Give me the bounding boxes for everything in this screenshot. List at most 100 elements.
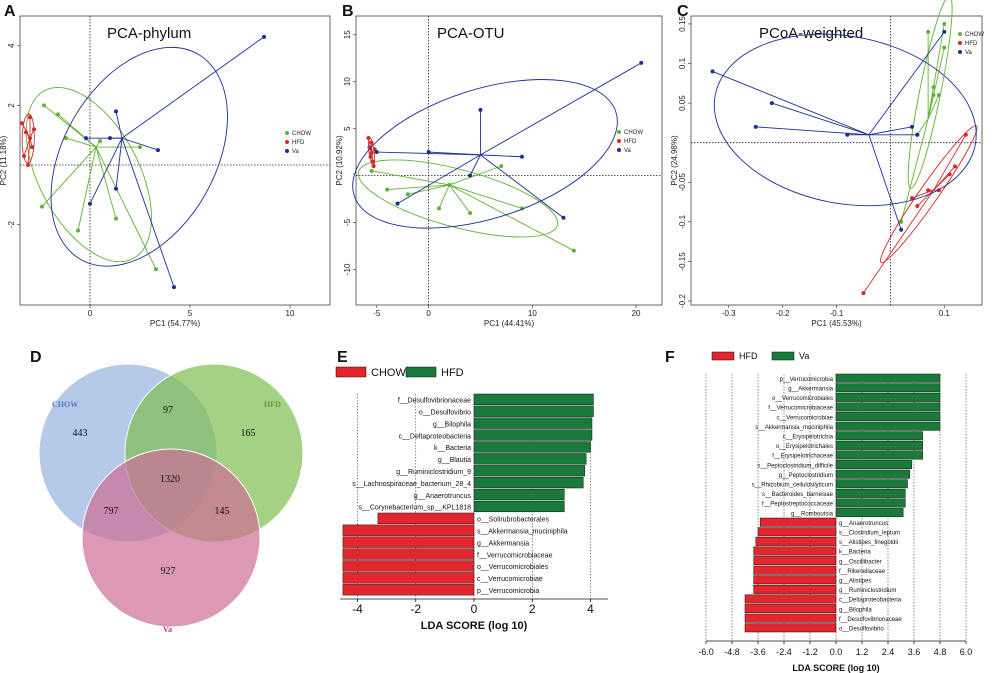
legend-label-hfd: HFD	[965, 41, 978, 47]
x-tick-label: -0.2	[776, 309, 790, 318]
lda-bar	[835, 508, 904, 518]
y-tick-label: 0.15	[678, 16, 687, 32]
lda-x-tick-label: -1.2	[802, 647, 818, 657]
lda-bar	[473, 453, 587, 465]
legend-label-chow: CHOW	[624, 130, 643, 136]
lda-bar-label: g__Ruminiclostridium	[839, 588, 896, 594]
spoke-hfd	[933, 134, 967, 191]
lda-x-axis-label: LDA SCORE (log 10)	[792, 663, 879, 673]
point-chow	[936, 93, 941, 98]
venn-circle-va	[81, 448, 261, 628]
lda-bar-label: f__Peptostreptococcaceae	[762, 502, 834, 508]
spoke-va	[469, 154, 481, 176]
legend-label-va: Va	[624, 148, 632, 154]
y-axis-label: PC2 (24.98%)	[670, 135, 679, 186]
panel-letter-a: A	[4, 3, 16, 20]
spoke-va	[115, 138, 123, 189]
point-va	[262, 34, 266, 39]
legend-label-chow: CHOW	[965, 32, 984, 38]
y-tick-label: -0.1	[678, 214, 687, 228]
lda-hfd-va-panel: p__Verrucomicrobia g__Akkermansia o__Verru…	[698, 351, 972, 673]
legend-marker-hfd	[617, 139, 621, 143]
spoke-chow	[449, 184, 523, 209]
lda-bar	[342, 584, 475, 596]
venn-set-label-va: Va	[163, 625, 172, 634]
lda-bar-label: g__Ruminiclostridium_9	[396, 469, 471, 476]
point-hfd	[28, 136, 32, 141]
point-va	[753, 124, 758, 129]
lda-x-tick-label: 6.0	[960, 647, 973, 657]
point-chow	[42, 103, 46, 108]
lda-bar-label: s__Clostridium_leptum	[839, 531, 900, 537]
legend-marker-hfd	[958, 41, 962, 45]
lda-bar	[744, 613, 837, 623]
lda-bar-label: k__Bacteria	[839, 550, 871, 556]
lda-bar-label: o__Desulfovibrio	[419, 409, 471, 416]
lda-bar-label: s__Peptoclostridium_difficile	[757, 463, 833, 469]
spoke-chow	[57, 113, 97, 148]
lda-bar	[753, 584, 837, 594]
x-axis-label: PC1 (54.77%)	[150, 319, 201, 328]
point-va	[899, 227, 904, 232]
pca-otu-panel: PCA-OTU -5 0 10 20 15 10 5 -5 -10 PC1 (44.41%) PC2 …	[335, 15, 663, 328]
point-hfd	[32, 127, 36, 132]
x-tick-label: 0	[88, 309, 93, 318]
group-ellipse-chow	[357, 159, 559, 238]
spoke-va	[480, 62, 642, 156]
lda-bar-label: p__Verrucomicrobia	[477, 588, 539, 595]
lda-x-tick-label: -2.4	[776, 647, 792, 657]
y-axis-label: PC2 (11.18%)	[0, 135, 8, 185]
lda-legend-swatch-chow	[335, 366, 367, 378]
spoke-chow	[95, 146, 157, 270]
point-va	[769, 101, 774, 106]
lda-bar-label: g__Anaerotruncus	[414, 493, 472, 500]
lda-bar	[835, 373, 941, 383]
x-tick-label: 0.1	[939, 309, 951, 318]
lda-bar	[342, 548, 475, 560]
legend-marker-chow	[285, 131, 289, 135]
lda-bar	[835, 479, 908, 489]
lda-x-tick-label: -6.0	[698, 647, 714, 657]
spoke-hfd	[863, 189, 934, 294]
lda-bar	[473, 429, 593, 441]
pca-phylum-panel: PCA-phylum 0 5 10 4 2 -2 PC1 (54.77%) PC2 (11.18…	[0, 15, 331, 328]
spoke-va	[115, 111, 123, 139]
group-ellipse-chow	[25, 87, 152, 263]
panel-letter-c: C	[677, 3, 689, 20]
lda-x-tick-label: -4.8	[724, 647, 740, 657]
plot-frame	[355, 15, 663, 306]
x-tick-label: 10	[528, 309, 537, 318]
lda-legend-swatch-hfd	[405, 366, 437, 378]
venn-count-va-only: 927	[161, 566, 176, 577]
lda-bar-label: g__Akkermansia	[788, 387, 833, 393]
point-va	[156, 148, 160, 153]
lda-bar	[753, 556, 837, 566]
panel-title: PCA-phylum	[107, 25, 191, 42]
lda-bar	[835, 421, 941, 431]
lda-bar-label: g__Peptoclostridium	[779, 473, 833, 479]
lda-bar	[835, 469, 910, 479]
lda-x-tick-label: 2	[529, 602, 536, 616]
x-tick-label: 10	[286, 309, 295, 318]
lda-bar	[835, 383, 941, 393]
lda-bar-label: g__Anaerotruncus	[839, 521, 888, 527]
point-chow	[931, 93, 936, 98]
lda-x-tick-label: 2.4	[882, 647, 895, 657]
point-chow	[942, 45, 947, 50]
venn-count-chow-only: 443	[73, 428, 88, 439]
spoke-chow	[448, 184, 471, 214]
lda-bar	[473, 417, 593, 429]
lda-bar-label: o__Verrucomicrobiales	[477, 564, 549, 571]
lda-bar-label: s__Lachnospiraceae_bacterium_28_4	[352, 481, 471, 488]
lda-bar-label: f__Verrucomicrobiaceae	[768, 406, 833, 412]
lda-bar	[473, 477, 584, 489]
venn-count-hfd-va: 145	[215, 506, 230, 517]
y-tick-label: -0.15	[678, 252, 687, 271]
lda-bar-label: f__Verrucomicrobiaceae	[477, 552, 553, 559]
spoke-chow	[387, 184, 450, 191]
lda-x-tick-label: -4	[352, 602, 363, 616]
y-tick-label: 5	[343, 126, 352, 131]
lda-bar	[835, 402, 941, 412]
lda-bar-label: c__Deltaproteobacteria	[399, 433, 471, 440]
spoke-chow	[65, 137, 97, 148]
